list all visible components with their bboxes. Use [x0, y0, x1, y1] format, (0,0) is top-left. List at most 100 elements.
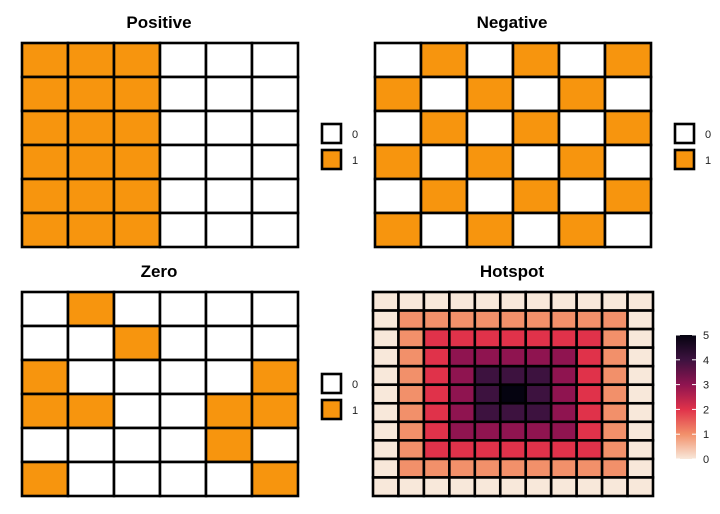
- heatmap-cell: [112, 426, 162, 464]
- panel-title-zero: Zero: [141, 262, 178, 281]
- heatmap-cell: [20, 460, 70, 498]
- heatmap-cell: [422, 327, 451, 349]
- heatmap-cell: [419, 75, 469, 113]
- heatmap-cell: [66, 177, 116, 215]
- heatmap-cell: [473, 346, 502, 368]
- heatmap-cell: [20, 358, 70, 396]
- legend-swatch: [320, 398, 343, 421]
- colorbar-tick-label: 3: [703, 380, 709, 392]
- panel-title-hotspot: Hotspot: [480, 262, 545, 281]
- heatmap-cell: [524, 309, 553, 331]
- heatmap-cell: [158, 211, 208, 249]
- panel-title-negative: Negative: [477, 13, 548, 32]
- heatmap-cell: [524, 420, 553, 442]
- heatmap-cell: [397, 457, 426, 479]
- heatmap-cell: [498, 457, 528, 479]
- heatmap-cell: [448, 290, 477, 312]
- heatmap-cell: [158, 324, 208, 362]
- heatmap-cell: [465, 41, 515, 79]
- heatmap-cell: [557, 211, 607, 249]
- heatmap-cell: [498, 290, 528, 312]
- heatmap-cell: [419, 211, 469, 249]
- heatmap-cell: [373, 41, 423, 79]
- heatmap-cell: [250, 324, 300, 362]
- heatmap-cell: [600, 420, 629, 442]
- heatmap-cell: [448, 327, 477, 349]
- heatmap-cell: [549, 457, 578, 479]
- heatmap-cell: [204, 426, 254, 464]
- heatmap-cell: [250, 290, 300, 328]
- heatmap-cell: [465, 143, 515, 181]
- heatmap-cell: [371, 420, 400, 442]
- heatmap-cell: [204, 75, 254, 113]
- heatmap-cell: [397, 346, 426, 368]
- heatmap-cell: [20, 392, 70, 430]
- heatmap-cell: [626, 439, 655, 461]
- heatmap-cell: [397, 476, 426, 498]
- heatmap-cell: [371, 401, 400, 424]
- heatmap-cell: [371, 309, 400, 331]
- heatmap-cell: [112, 143, 162, 181]
- legend-label: 0: [352, 379, 358, 391]
- heatmap-cell: [422, 346, 451, 368]
- heatmap-cell: [549, 290, 578, 312]
- heatmap-cell: [373, 211, 423, 249]
- heatmap-cell: [397, 290, 426, 312]
- heatmap-cell: [204, 392, 254, 430]
- heatmap-cell: [112, 109, 162, 147]
- heatmap-cell: [158, 290, 208, 328]
- heatmap-cell: [20, 75, 70, 113]
- heatmap-cell: [158, 460, 208, 498]
- heatmap-grid-zero: [20, 290, 300, 498]
- heatmap-cell: [371, 327, 400, 349]
- heatmap-cell: [422, 420, 451, 442]
- heatmap-cell: [20, 324, 70, 362]
- colorbar-tick-label: 4: [703, 355, 709, 367]
- heatmap-cell: [20, 426, 70, 464]
- heatmap-cell: [158, 41, 208, 79]
- heatmap-cell: [448, 476, 477, 498]
- heatmap-cell: [204, 290, 254, 328]
- legend-swatch: [320, 148, 343, 171]
- legend-swatch: [673, 122, 696, 145]
- heatmap-cell: [465, 75, 515, 113]
- heatmap-cell: [603, 211, 653, 249]
- heatmap-cell: [397, 327, 426, 349]
- heatmap-cell: [557, 109, 607, 147]
- heatmap-cell: [473, 476, 502, 498]
- heatmap-cell: [158, 392, 208, 430]
- heatmap-cell: [524, 290, 553, 312]
- heatmap-cell: [603, 75, 653, 113]
- heatmap-cell: [204, 177, 254, 215]
- heatmap-cell: [575, 476, 604, 498]
- heatmap-cell: [448, 420, 477, 442]
- heatmap-cell: [419, 41, 469, 79]
- heatmap-cell: [448, 457, 477, 479]
- heatmap-cell: [575, 327, 604, 349]
- legend-zero: 01: [320, 372, 358, 421]
- heatmap-cell: [524, 439, 553, 461]
- heatmap-cell: [371, 383, 400, 405]
- heatmap-cell: [626, 401, 655, 424]
- panel-title-positive: Positive: [126, 13, 191, 32]
- heatmap-cell: [397, 383, 426, 405]
- heatmap-cell: [204, 109, 254, 147]
- legend-negative: 01: [673, 122, 711, 171]
- heatmap-cell: [422, 457, 451, 479]
- heatmap-cell: [422, 290, 451, 312]
- heatmap-cell: [448, 439, 477, 461]
- heatmap-cell: [549, 364, 578, 387]
- heatmap-cell: [600, 383, 629, 405]
- heatmap-cell: [626, 364, 655, 387]
- heatmap-cell: [20, 143, 70, 181]
- heatmap-cell: [603, 41, 653, 79]
- heatmap-cell: [600, 364, 629, 387]
- heatmap-cell: [204, 143, 254, 181]
- heatmap-cell: [575, 346, 604, 368]
- heatmap-cell: [20, 41, 70, 79]
- heatmap-cell: [448, 346, 477, 368]
- heatmap-cell: [524, 383, 553, 405]
- heatmap-cell: [549, 439, 578, 461]
- heatmap-cell: [498, 327, 528, 349]
